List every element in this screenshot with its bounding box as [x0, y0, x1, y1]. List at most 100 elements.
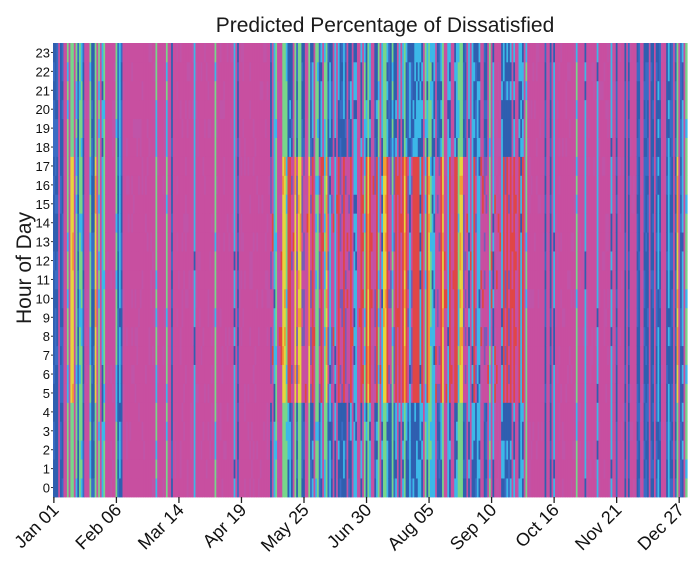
heatmap-cell — [268, 402, 271, 422]
heatmap-cell — [266, 326, 269, 347]
heatmap-cell — [158, 43, 162, 63]
heatmap-cell — [108, 478, 111, 498]
heatmap-cell — [230, 270, 233, 290]
heatmap-cell — [205, 288, 209, 309]
heatmap-cell — [141, 251, 144, 271]
heatmap-cell — [218, 194, 221, 214]
heatmap-cell — [165, 459, 169, 479]
heatmap-cell — [158, 459, 162, 479]
heatmap-cell — [325, 213, 329, 233]
heatmap-cell — [112, 459, 115, 479]
heatmap-cell — [230, 43, 233, 63]
heatmap-cell — [68, 345, 71, 365]
heatmap-cell — [70, 307, 73, 328]
heatmap-cell — [290, 99, 294, 120]
heatmap-cell — [178, 288, 181, 309]
heatmap-cell — [264, 118, 268, 138]
heatmap-cell — [101, 345, 104, 365]
heatmap-cell — [224, 345, 228, 365]
heatmap-cell — [228, 194, 231, 214]
heatmap-cell — [160, 364, 164, 384]
heatmap-cell — [113, 288, 117, 309]
heatmap-cell — [284, 402, 287, 422]
heatmap-cell — [70, 137, 73, 157]
heatmap-cell — [160, 345, 164, 365]
heatmap-cell — [108, 175, 111, 195]
heatmap-cell — [207, 43, 210, 63]
heatmap-cell — [59, 80, 63, 101]
heatmap-cell — [172, 307, 176, 328]
heatmap-cell — [134, 459, 137, 479]
heatmap-cell — [329, 99, 332, 120]
heatmap-cell — [332, 156, 335, 176]
heatmap-cell — [138, 402, 141, 422]
heatmap-cell — [155, 421, 158, 441]
heatmap-cell — [261, 402, 264, 422]
heatmap-cell — [185, 345, 188, 365]
heatmap-cell — [84, 156, 87, 176]
heatmap-cell — [223, 478, 226, 498]
heatmap-cell — [172, 213, 176, 233]
heatmap-cell — [310, 270, 313, 290]
heatmap-cell — [257, 175, 261, 195]
heatmap-cell — [66, 137, 70, 157]
heatmap-cell — [153, 440, 157, 460]
heatmap-cell — [337, 118, 341, 138]
heatmap-cell — [115, 478, 118, 498]
heatmap-cell — [158, 80, 162, 101]
heatmap-cell — [122, 459, 125, 479]
chart-title: Predicted Percentage of Dissatisfied — [216, 14, 555, 37]
heatmap-cell — [162, 99, 165, 120]
heatmap-cell — [244, 194, 247, 214]
heatmap-cell — [87, 43, 91, 63]
heatmap-cell — [106, 402, 110, 422]
heatmap-cell — [86, 43, 89, 63]
heatmap-cell — [275, 213, 278, 233]
heatmap-cell — [214, 421, 217, 441]
heatmap-cell — [202, 61, 205, 82]
heatmap-cell — [254, 402, 257, 422]
heatmap-cell — [146, 213, 150, 233]
heatmap-cell — [308, 156, 311, 176]
heatmap-cell — [188, 137, 191, 157]
heatmap-cell — [138, 364, 141, 384]
heatmap-cell — [119, 137, 122, 157]
heatmap-cell — [136, 459, 139, 479]
heatmap-cell — [77, 326, 80, 347]
heatmap-cell — [231, 421, 235, 441]
heatmap-cell — [160, 478, 164, 498]
heatmap-cell — [191, 194, 195, 214]
heatmap-cell — [59, 270, 63, 290]
heatmap-cell — [308, 383, 311, 403]
heatmap-cell — [110, 251, 113, 271]
heatmap-cell — [99, 345, 103, 365]
heatmap-cell — [261, 175, 264, 195]
heatmap-cell — [99, 213, 103, 233]
heatmap-cell — [178, 194, 181, 214]
heatmap-cell — [285, 270, 289, 290]
heatmap-cell — [259, 307, 263, 328]
heatmap-cell — [216, 288, 219, 309]
heatmap-cell — [131, 459, 134, 479]
heatmap-cell — [73, 99, 77, 120]
heatmap-cell — [92, 364, 96, 384]
heatmap-cell — [179, 99, 183, 120]
heatmap-cell — [112, 137, 115, 157]
heatmap-cell — [82, 118, 85, 138]
heatmap-cell — [145, 43, 148, 63]
heatmap-cell — [330, 80, 334, 101]
heatmap-cell — [139, 345, 143, 365]
heatmap-cell — [204, 251, 207, 271]
heatmap-cell — [148, 80, 151, 101]
heatmap-cell — [169, 99, 172, 120]
heatmap-cell — [190, 156, 193, 176]
heatmap-cell — [289, 156, 292, 176]
heatmap-cell — [334, 194, 337, 214]
heatmap-cell — [82, 288, 85, 309]
heatmap-cell — [115, 175, 118, 195]
heatmap-cell — [66, 99, 70, 120]
heatmap-cell — [77, 175, 80, 195]
heatmap-cell — [183, 326, 186, 347]
heatmap-cell — [61, 459, 65, 479]
heatmap-cell — [153, 232, 157, 252]
